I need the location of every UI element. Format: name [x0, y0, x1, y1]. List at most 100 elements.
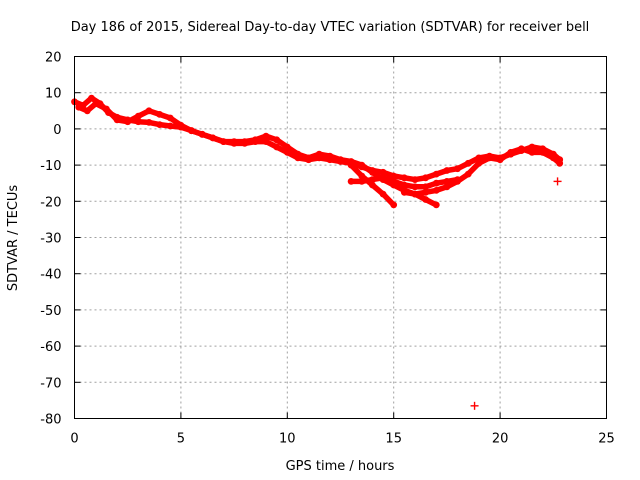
data-point [156, 121, 164, 128]
data-point [230, 138, 238, 146]
data-point [390, 201, 398, 209]
x-tick-label: 0 [70, 432, 78, 447]
data-point [411, 183, 419, 191]
data-point [273, 136, 281, 144]
data-point [262, 138, 270, 146]
data-point [411, 176, 419, 184]
x-tick-label: 10 [279, 432, 296, 447]
y-tick-label: 20 [45, 51, 62, 66]
data-point [379, 174, 387, 182]
data-point [92, 100, 100, 107]
data-point [390, 178, 398, 185]
data-point [556, 159, 564, 167]
data-point [252, 136, 259, 144]
data-point [443, 183, 451, 191]
data-point [188, 127, 195, 135]
y-tick-label: -40 [40, 268, 61, 283]
y-axis-label: SDTVAR / TECUs [6, 185, 21, 292]
y-tick-label: -30 [40, 232, 61, 247]
data-point [103, 105, 110, 113]
x-tick-label: 25 [598, 432, 615, 447]
data-point [539, 149, 547, 156]
data-point [507, 149, 515, 156]
outlier-point [470, 401, 479, 410]
data-point [124, 118, 132, 126]
data-point [422, 196, 429, 203]
data-point [454, 165, 461, 173]
y-tick-label: -20 [40, 195, 61, 210]
data-point [156, 111, 164, 118]
data-point [347, 178, 355, 185]
x-tick-label: 15 [385, 432, 402, 447]
chart-title: Day 186 of 2015, Sidereal Day-to-day VTE… [71, 20, 590, 35]
data-point [454, 178, 461, 185]
data-point [145, 119, 153, 126]
data-point [422, 188, 429, 196]
data-point [432, 187, 440, 194]
y-tick-label: 10 [45, 87, 62, 102]
data-point [113, 116, 121, 124]
data-point [369, 168, 376, 176]
data-point [528, 149, 536, 156]
series-track-b [76, 100, 440, 208]
data-point [88, 94, 95, 102]
gridlines [74, 56, 607, 419]
series-track-e [401, 146, 563, 197]
y-tick-label: 0 [53, 123, 61, 138]
data-point [177, 121, 185, 129]
data-point [358, 178, 366, 185]
data-point [379, 190, 387, 198]
data-point [400, 174, 408, 182]
data-series [71, 94, 564, 209]
data-point [198, 130, 206, 138]
y-tick-label: -60 [40, 340, 61, 355]
data-point [283, 143, 291, 151]
data-point [220, 138, 227, 146]
data-point [134, 112, 142, 120]
data-point [75, 103, 83, 111]
data-point [262, 132, 270, 140]
data-point [83, 107, 91, 115]
data-point [486, 154, 493, 162]
data-point [166, 114, 174, 122]
data-point [549, 154, 557, 162]
data-point [400, 188, 408, 196]
data-point [390, 172, 398, 180]
x-tick-labels: 0 5 10 15 20 25 [70, 432, 614, 447]
data-point [432, 170, 440, 178]
data-point [422, 183, 429, 191]
data-point [369, 181, 376, 189]
x-axis-label: GPS time / hours [286, 459, 395, 474]
data-point [422, 174, 429, 182]
data-point [464, 159, 472, 167]
outlier-point [553, 177, 562, 186]
data-point [464, 170, 472, 178]
data-point [443, 167, 451, 174]
data-point [475, 159, 483, 167]
data-point [305, 154, 312, 162]
data-point [518, 145, 525, 153]
data-point [496, 156, 504, 164]
y-tick-label: -70 [40, 376, 61, 391]
data-point [347, 161, 355, 169]
data-point [337, 156, 344, 164]
data-point [358, 172, 366, 180]
data-point [432, 179, 440, 187]
outlier-points [470, 177, 562, 410]
data-point [400, 181, 408, 189]
x-tick-label: 5 [177, 432, 185, 447]
data-point [273, 143, 281, 151]
data-point [369, 176, 376, 184]
data-point [411, 190, 419, 198]
data-point [241, 138, 249, 146]
data-point [209, 134, 217, 142]
data-point [379, 168, 387, 176]
y-tick-labels: 20 10 0 -10 -20 -30 -40 -50 -60 -70 -80 [40, 51, 61, 428]
data-point [315, 150, 323, 158]
y-tick-label: -10 [40, 159, 61, 174]
data-point [326, 152, 334, 160]
x-tick-label: 20 [492, 432, 509, 447]
data-point [432, 201, 440, 209]
y-tick-label: -80 [40, 413, 61, 428]
